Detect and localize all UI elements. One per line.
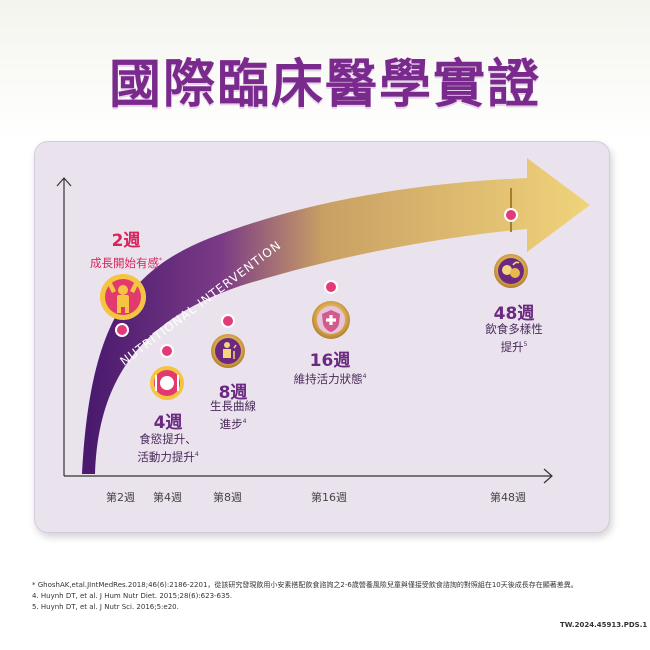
milestone-week16-desc: 維持活力狀態4 bbox=[293, 371, 367, 386]
milestone-week16-title: 16週 bbox=[309, 351, 351, 371]
x-tick-week48: 第48週 bbox=[490, 491, 526, 504]
x-tick-week16: 第16週 bbox=[311, 491, 347, 504]
y-axis bbox=[56, 177, 72, 476]
milestone-week48-desc: 飲食多樣性 提升5 bbox=[485, 322, 543, 354]
plate-utensils-icon bbox=[150, 366, 184, 400]
milestone-week4-title: 4週 bbox=[153, 413, 183, 433]
dot-week8 bbox=[221, 314, 235, 328]
document-code: TW.2024.45913.PDS.1 bbox=[560, 621, 648, 629]
milestone-week48-title: 48週 bbox=[493, 304, 535, 324]
footnote-ghosh: * GhoshAK,etal.JIntMedRes.2018;46(6):218… bbox=[32, 581, 578, 589]
footnote-ref5: 5. Huynh DT, et al. J Nutr Sci. 2016;5:e… bbox=[32, 603, 179, 611]
footnotes: * GhoshAK,etal.JIntMedRes.2018;46(6):218… bbox=[32, 580, 578, 613]
growth-child-icon bbox=[211, 334, 245, 368]
milestone-week8-title: 8週 bbox=[218, 383, 248, 403]
x-axis bbox=[64, 468, 553, 484]
muscle-boy-icon bbox=[100, 274, 146, 320]
page-title: 國際臨床醫學實證 bbox=[108, 55, 541, 115]
x-tick-week8: 第8週 bbox=[213, 491, 242, 504]
footnote-ref4: 4. Huynh DT, et al. J Hum Nutr Diet. 201… bbox=[32, 592, 233, 600]
x-tick-week2: 第2週 bbox=[106, 491, 135, 504]
milestone-week4-desc: 食慾提升、 活動力提升4 bbox=[137, 432, 199, 464]
dot-week16 bbox=[324, 280, 338, 294]
fruit-basket-icon bbox=[494, 254, 528, 288]
milestone-week2-desc: 成長開始有感* bbox=[90, 255, 162, 270]
background-wash bbox=[0, 0, 650, 140]
dot-week48 bbox=[504, 208, 518, 222]
shield-plus-icon bbox=[312, 301, 350, 339]
x-tick-week4: 第4週 bbox=[153, 491, 182, 504]
dot-week2 bbox=[115, 323, 129, 337]
milestone-week2-title: 2週 bbox=[111, 231, 141, 251]
dot-week4 bbox=[160, 344, 174, 358]
intervention-arrow bbox=[82, 158, 590, 474]
milestone-week8-desc: 生長曲線 進步4 bbox=[210, 399, 256, 431]
